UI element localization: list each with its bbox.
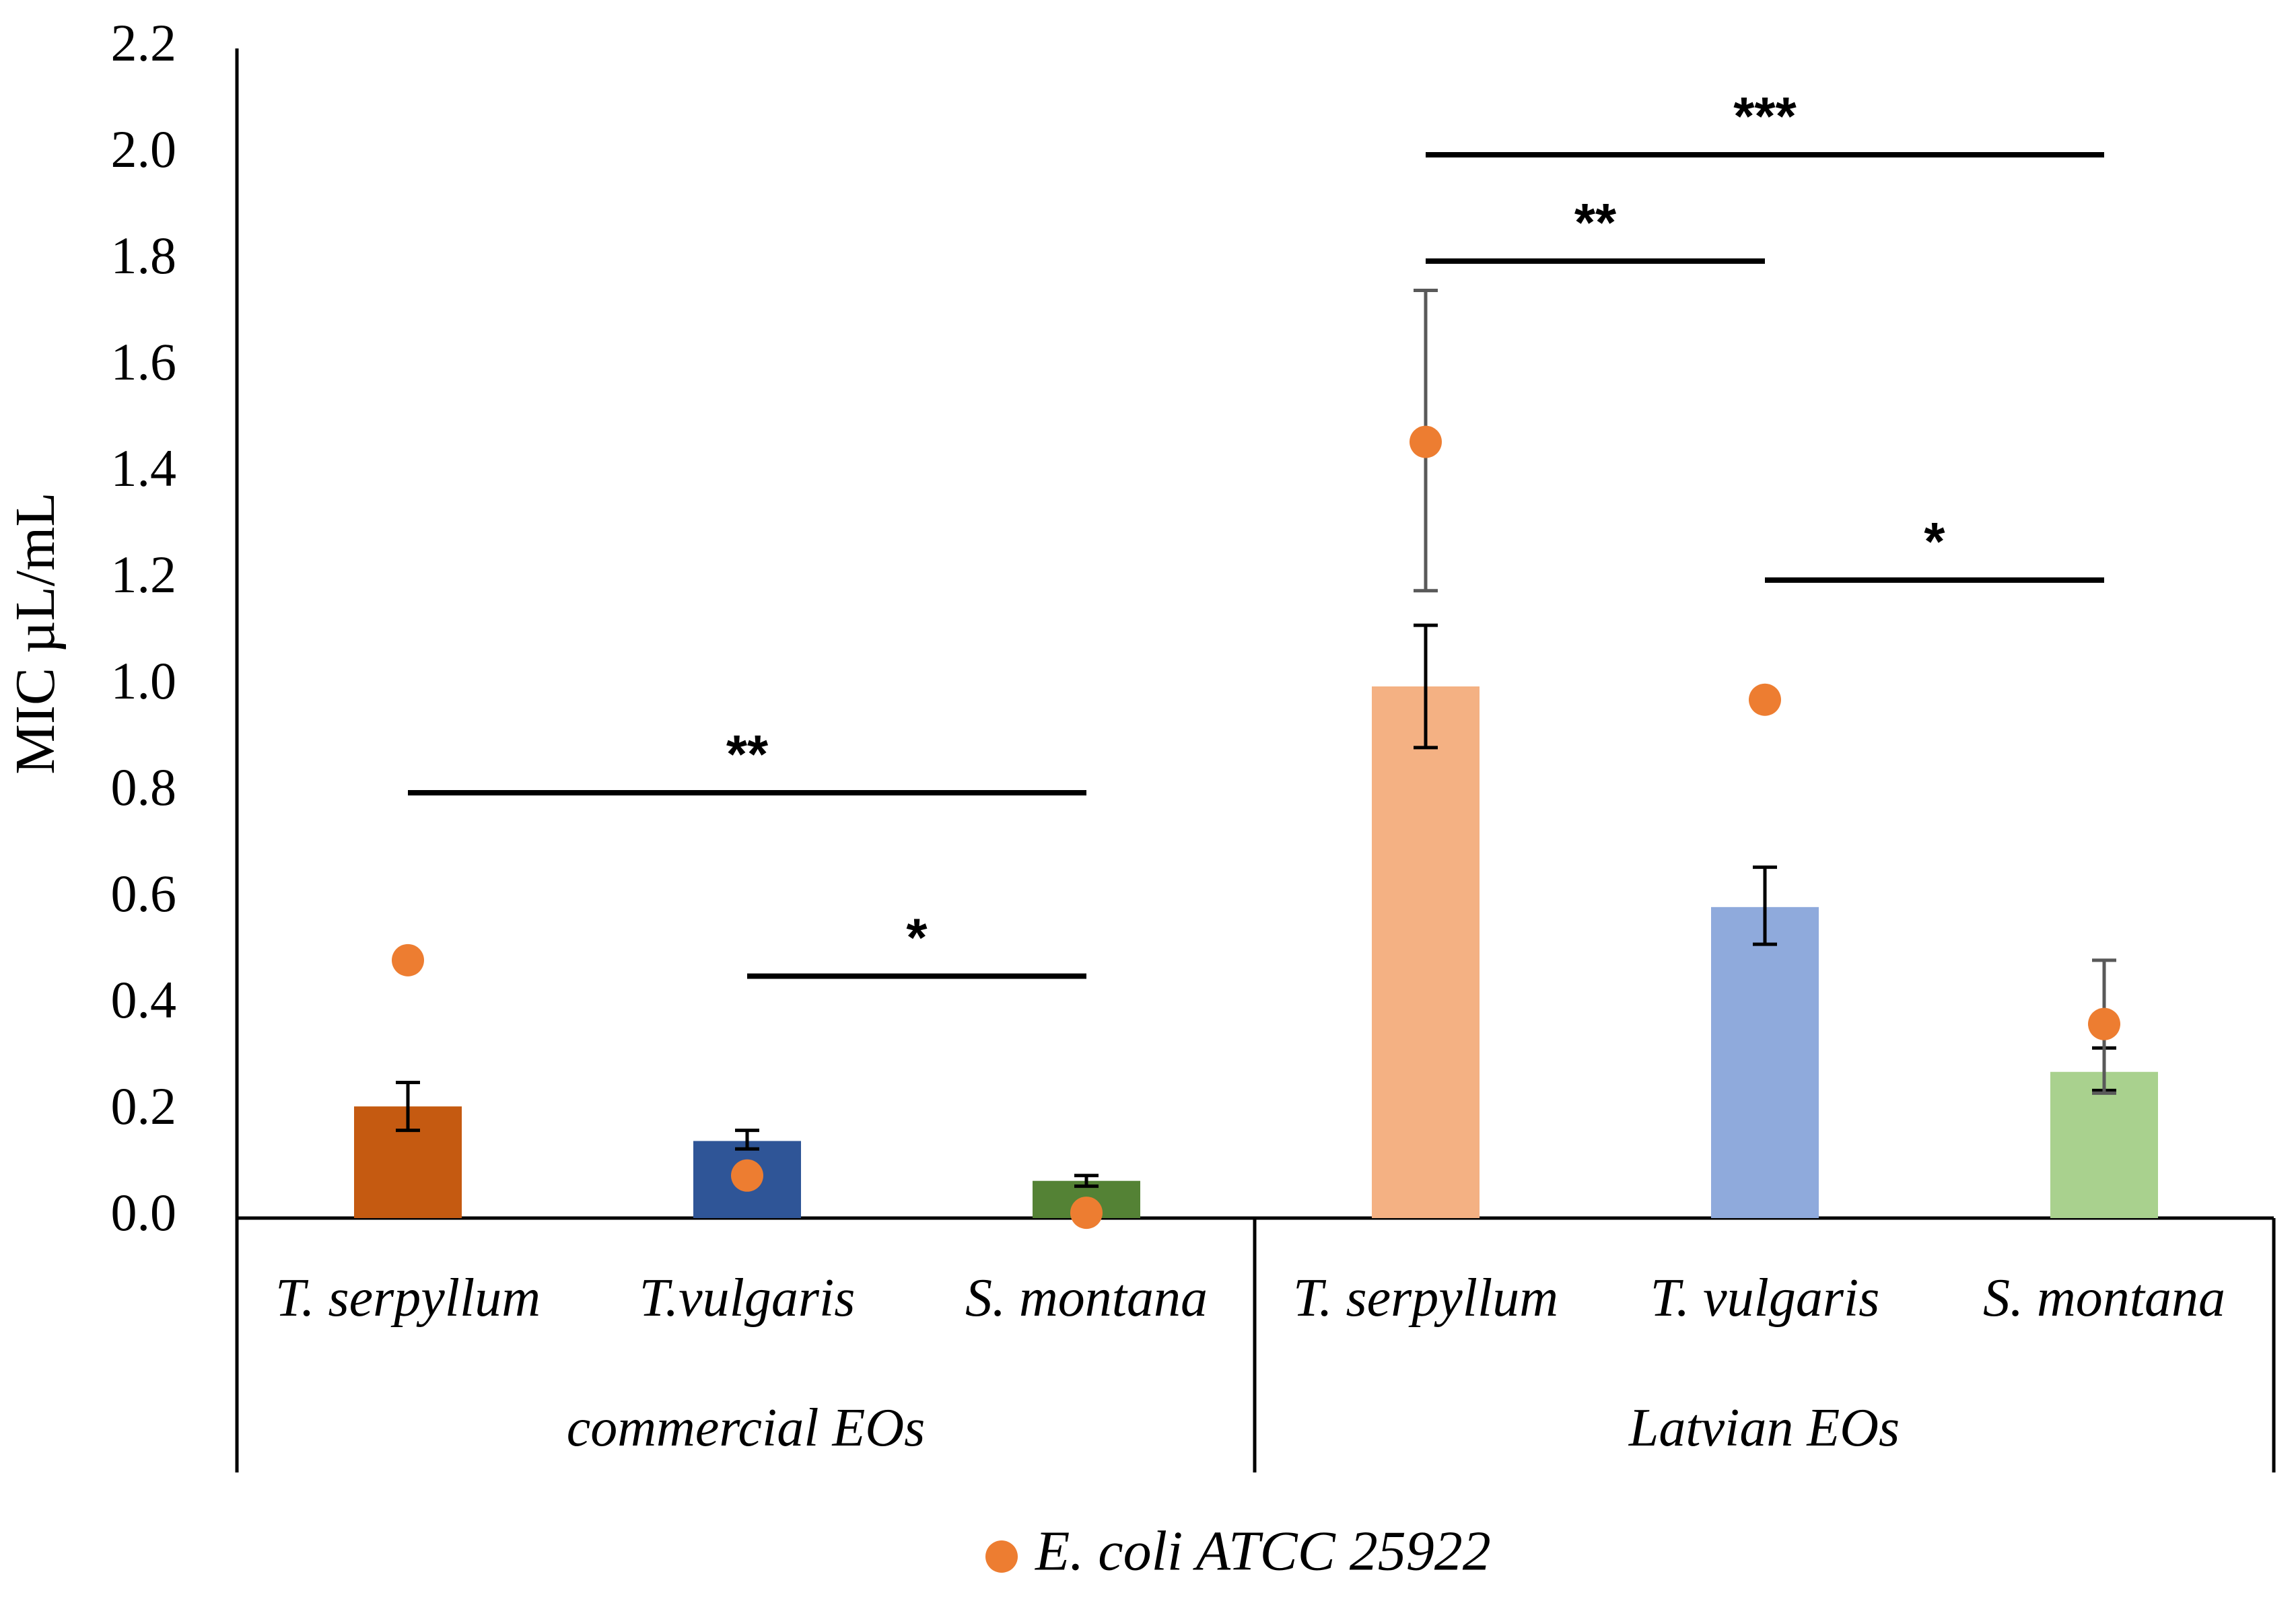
category-label: T. vulgaris (1650, 1269, 1880, 1328)
legend-marker (985, 1540, 1018, 1573)
y-tick-label: 0.2 (111, 1077, 177, 1135)
category-label: T. serpyllum (275, 1269, 541, 1328)
data-point (392, 944, 424, 976)
significance-label: *** (1733, 86, 1797, 146)
data-point (1070, 1197, 1103, 1230)
category-label: T. serpyllum (1293, 1269, 1558, 1328)
data-point (731, 1159, 763, 1192)
y-tick-label: 1.8 (111, 226, 177, 285)
y-tick-label: 0.6 (111, 864, 177, 923)
category-label: S. montana (965, 1269, 1208, 1328)
data-point (2088, 1007, 2120, 1040)
y-tick-label: 1.2 (111, 545, 177, 604)
significance-label: ** (726, 724, 769, 784)
y-tick-label: 2.0 (111, 120, 177, 178)
y-tick-label: 1.0 (111, 651, 177, 710)
y-tick-label: 0.0 (111, 1183, 177, 1242)
significance-label: * (1924, 511, 1945, 571)
data-point (1410, 425, 1442, 458)
y-tick-label: 1.4 (111, 439, 177, 497)
significance-label: ** (1574, 192, 1617, 252)
category-label: T.vulgaris (639, 1269, 856, 1328)
group-label: commercial EOs (567, 1398, 925, 1458)
legend-label: E. coli ATCC 25922 (1035, 1520, 1491, 1582)
y-tick-label: 1.6 (111, 332, 177, 391)
y-tick-label: 0.8 (111, 758, 177, 816)
data-point (1749, 683, 1781, 716)
group-label: Latvian EOs (1628, 1398, 1900, 1458)
significance-label: * (906, 908, 928, 968)
bar (1372, 686, 1480, 1218)
category-label: S. montana (1983, 1269, 2225, 1328)
y-tick-label: 0.4 (111, 970, 177, 1029)
bar (1711, 906, 1819, 1218)
bar (2050, 1071, 2158, 1218)
y-axis-label: MIC µL/mL (4, 492, 67, 774)
y-tick-label: 2.2 (111, 13, 177, 72)
